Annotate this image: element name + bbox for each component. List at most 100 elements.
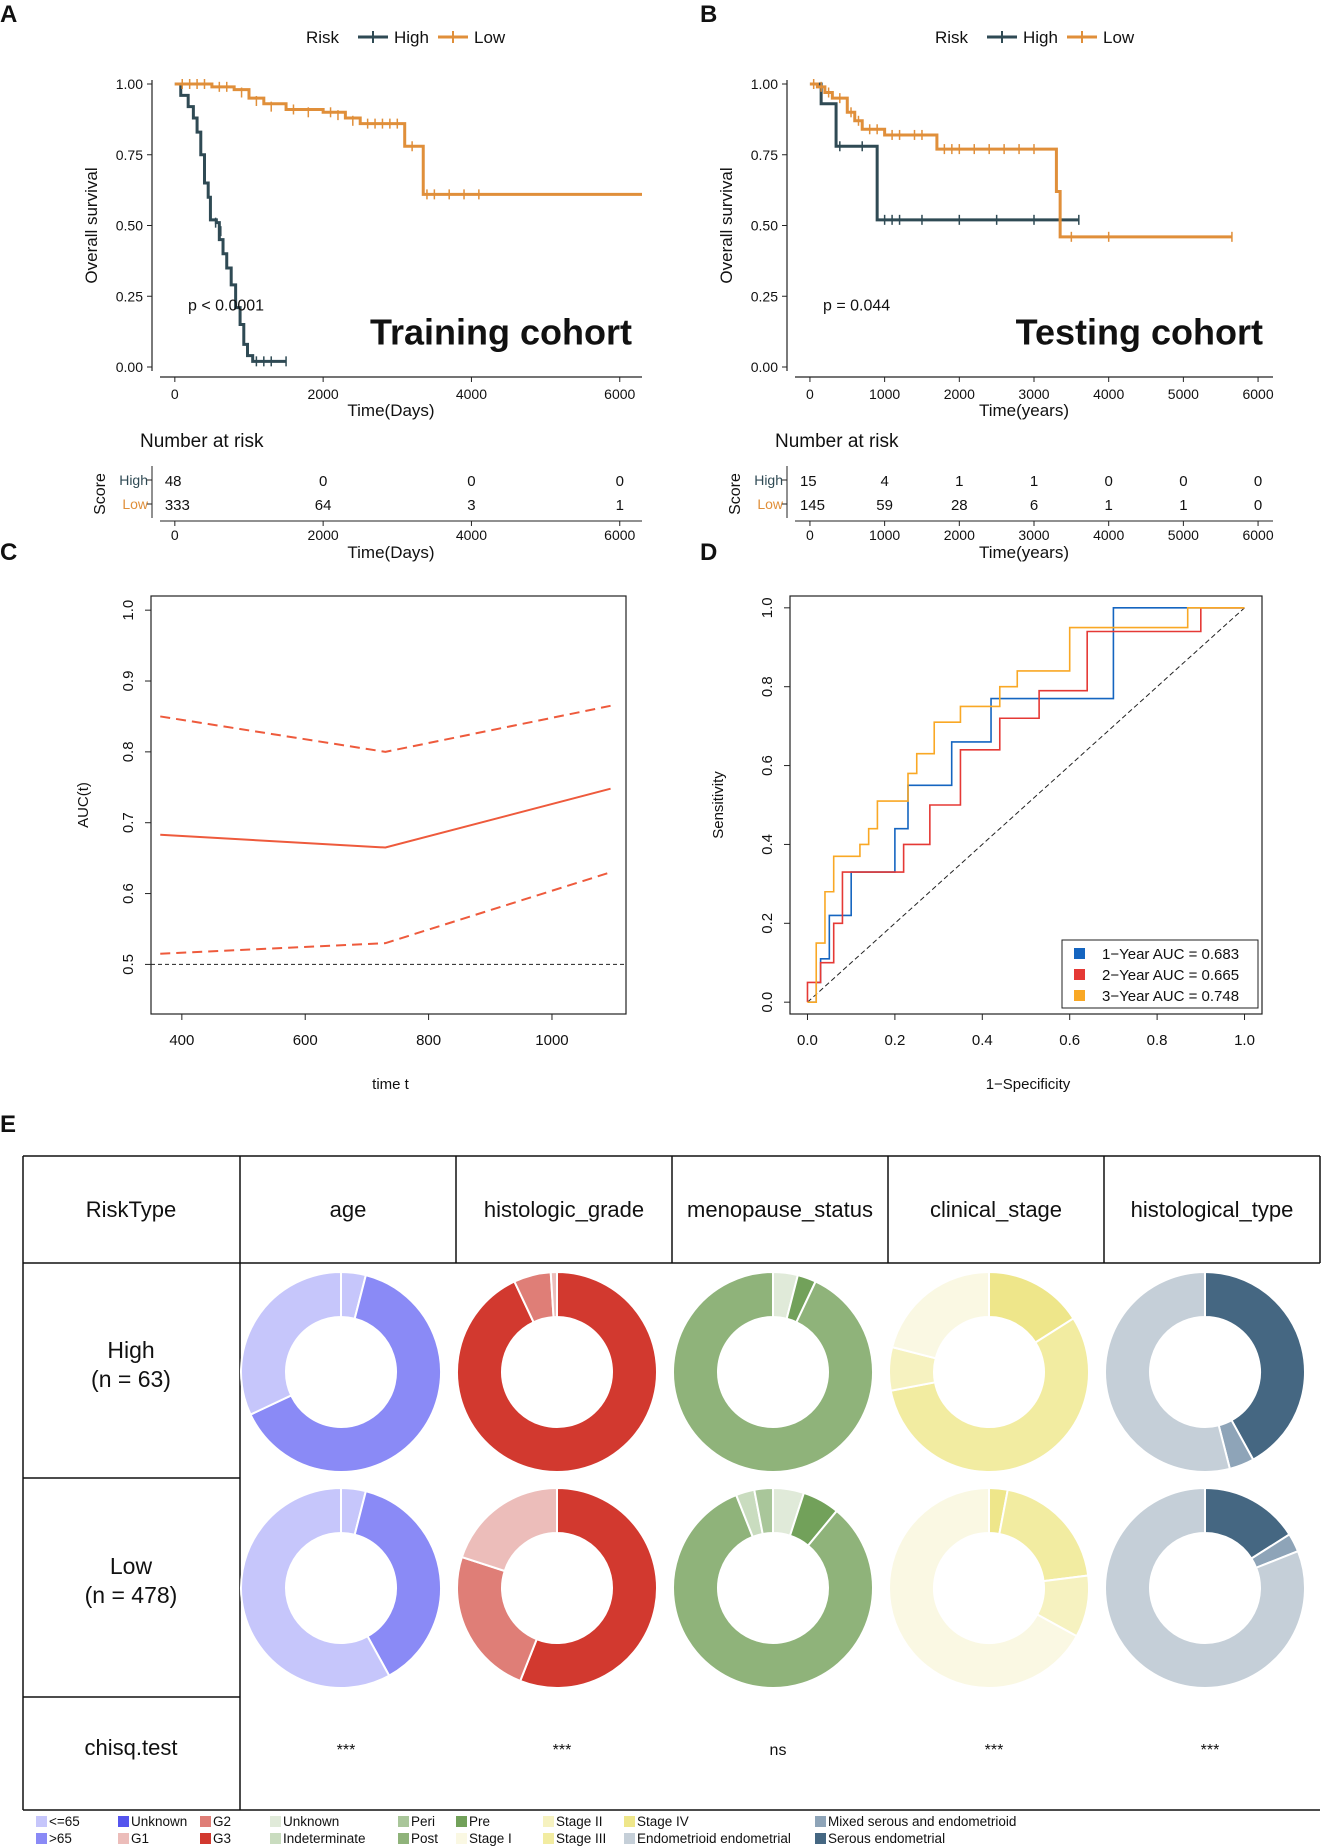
risk-row-label: High xyxy=(119,472,148,488)
x-tick-label: 1000 xyxy=(869,386,900,402)
test-result: *** xyxy=(1201,1742,1220,1759)
y-tick-label: 0.50 xyxy=(116,218,143,234)
test-result: *** xyxy=(337,1742,356,1759)
legend-swatch xyxy=(36,1833,47,1844)
panel-letter: E xyxy=(0,1111,16,1138)
x-axis-label: Time(Days) xyxy=(347,401,434,420)
legend-swatch xyxy=(624,1833,635,1844)
legend-label: Serous endometrial xyxy=(828,1831,945,1846)
y-tick-label: 0.2 xyxy=(759,913,776,934)
legend-swatch xyxy=(398,1833,409,1844)
legend-label: 3−Year AUC = 0.748 xyxy=(1102,988,1239,1005)
y-axis-label: AUC(t) xyxy=(75,782,92,828)
y-tick-label: 1.0 xyxy=(759,597,776,618)
risk-count: 28 xyxy=(951,497,968,514)
legend-label: Stage IV xyxy=(637,1814,689,1829)
x-axis-label: 1−Specificity xyxy=(986,1076,1071,1093)
legend-label: Unknown xyxy=(283,1814,339,1829)
risk-x-tick-label: 6000 xyxy=(1242,527,1273,543)
risk-count: 1 xyxy=(616,497,624,514)
x-tick-label: 0.0 xyxy=(797,1032,818,1049)
risk-count: 0 xyxy=(616,473,624,490)
legend-swatch xyxy=(815,1816,826,1827)
panel-letter: A xyxy=(0,1,17,28)
x-axis-label: Time(years) xyxy=(979,401,1069,420)
roc-curve-2 xyxy=(806,607,1245,1003)
auc-line-upper xyxy=(160,704,611,753)
legend-swatch xyxy=(815,1833,826,1844)
legend-swatch xyxy=(1074,990,1085,1001)
risk-count: 3 xyxy=(467,497,475,514)
risk-table-ylabel: Score xyxy=(727,473,744,515)
risk-count: 0 xyxy=(1254,473,1262,490)
plot-frame xyxy=(150,595,627,1015)
x-tick-label: 0.2 xyxy=(884,1032,905,1049)
legend-label: Stage III xyxy=(556,1831,606,1846)
x-tick-label: 5000 xyxy=(1168,386,1199,402)
test-result: *** xyxy=(553,1742,572,1759)
y-tick-label: 0.6 xyxy=(759,755,776,776)
legend-box xyxy=(1061,939,1259,1009)
panel-letter: D xyxy=(700,539,717,566)
risk-count: 6 xyxy=(1030,497,1038,514)
legend-swatch xyxy=(1074,969,1085,980)
y-tick-label: 0.75 xyxy=(116,147,143,163)
legend-label: Low xyxy=(474,28,506,47)
x-tick-label: 4000 xyxy=(456,386,487,402)
header-histologic_grade: histologic_grade xyxy=(484,1197,644,1222)
km-curve-low xyxy=(809,82,1232,239)
x-tick-label: 3000 xyxy=(1018,386,1049,402)
x-axis-label: time t xyxy=(372,1076,410,1093)
donut-slice-histologic_grade xyxy=(456,1555,539,1683)
p-value: p < 0.0001 xyxy=(188,297,264,314)
legend-swatch xyxy=(270,1833,281,1844)
legend-swatch xyxy=(118,1833,129,1844)
legend-label: 2−Year AUC = 0.665 xyxy=(1102,967,1239,984)
y-axis-label: Overall survival xyxy=(82,167,101,283)
legend-label: <=65 xyxy=(49,1814,80,1829)
risk-row-label: High xyxy=(754,472,783,488)
legend-swatch xyxy=(200,1833,211,1844)
legend-label: High xyxy=(394,28,429,47)
p-value: p = 0.044 xyxy=(823,297,890,314)
risk-x-tick-label: 3000 xyxy=(1018,527,1049,543)
legend-label: Low xyxy=(1103,28,1135,47)
risk-x-tick-label: 2000 xyxy=(308,527,339,543)
x-tick-label: 2000 xyxy=(944,386,975,402)
risk-count: 0 xyxy=(1179,473,1187,490)
donut-slice-histologic_grade xyxy=(549,1270,558,1319)
donut-slice-menopause_status xyxy=(671,1270,874,1473)
row-count: (n = 63) xyxy=(91,1366,171,1392)
legend-swatch xyxy=(1074,948,1085,959)
row-count: (n = 478) xyxy=(85,1582,178,1608)
risk-x-tick-label: 0 xyxy=(806,527,814,543)
test-result: ns xyxy=(770,1742,787,1759)
x-tick-label: 6000 xyxy=(604,386,635,402)
risk-count: 1 xyxy=(1030,473,1038,490)
x-tick-label: 2000 xyxy=(308,386,339,402)
risk-table-title: Number at risk xyxy=(140,431,264,452)
risk-table-ylabel: Score xyxy=(92,473,109,515)
risk-count: 4 xyxy=(880,473,888,490)
donut-slice-clinical_stage xyxy=(889,1317,1090,1474)
y-axis-label: Sensitivity xyxy=(710,771,727,839)
risk-table-title: Number at risk xyxy=(775,431,899,452)
km-curve-low xyxy=(174,82,642,196)
y-tick-label: 0.50 xyxy=(751,218,778,234)
y-tick-label: 0.00 xyxy=(751,359,778,375)
y-tick-label: 0.7 xyxy=(120,812,137,833)
legend-title: Risk xyxy=(935,28,969,47)
y-tick-label: 0.00 xyxy=(116,359,143,375)
legend-label: G1 xyxy=(131,1831,149,1846)
row-label: High xyxy=(107,1337,154,1363)
x-tick-label: 1000 xyxy=(535,1032,568,1049)
legend-label: Pre xyxy=(469,1814,490,1829)
legend-label: Endometrioid endometrial xyxy=(637,1831,791,1846)
risk-x-tick-label: 5000 xyxy=(1168,527,1199,543)
y-tick-label: 0.0 xyxy=(759,992,776,1013)
legend-label: High xyxy=(1023,28,1058,47)
y-tick-label: 0.5 xyxy=(120,954,137,975)
risk-count: 48 xyxy=(165,473,182,490)
diagonal-reference xyxy=(807,607,1245,1003)
